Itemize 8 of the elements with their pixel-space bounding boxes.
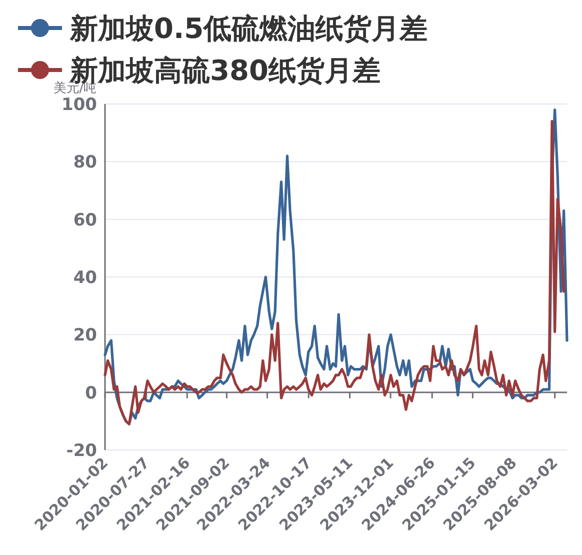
legend-label: 新加坡0.5低硫燃油纸货月差 bbox=[69, 12, 428, 46]
y-tick-label: -20 bbox=[66, 440, 98, 461]
y-tick-label: 0 bbox=[85, 383, 98, 404]
y-tick-label: 80 bbox=[73, 152, 98, 173]
y-tick-label: 20 bbox=[73, 326, 98, 346]
y-tick-label: 60 bbox=[73, 210, 98, 230]
y-tick-label: 40 bbox=[73, 268, 98, 288]
y-tick-label: 100 bbox=[62, 94, 98, 115]
